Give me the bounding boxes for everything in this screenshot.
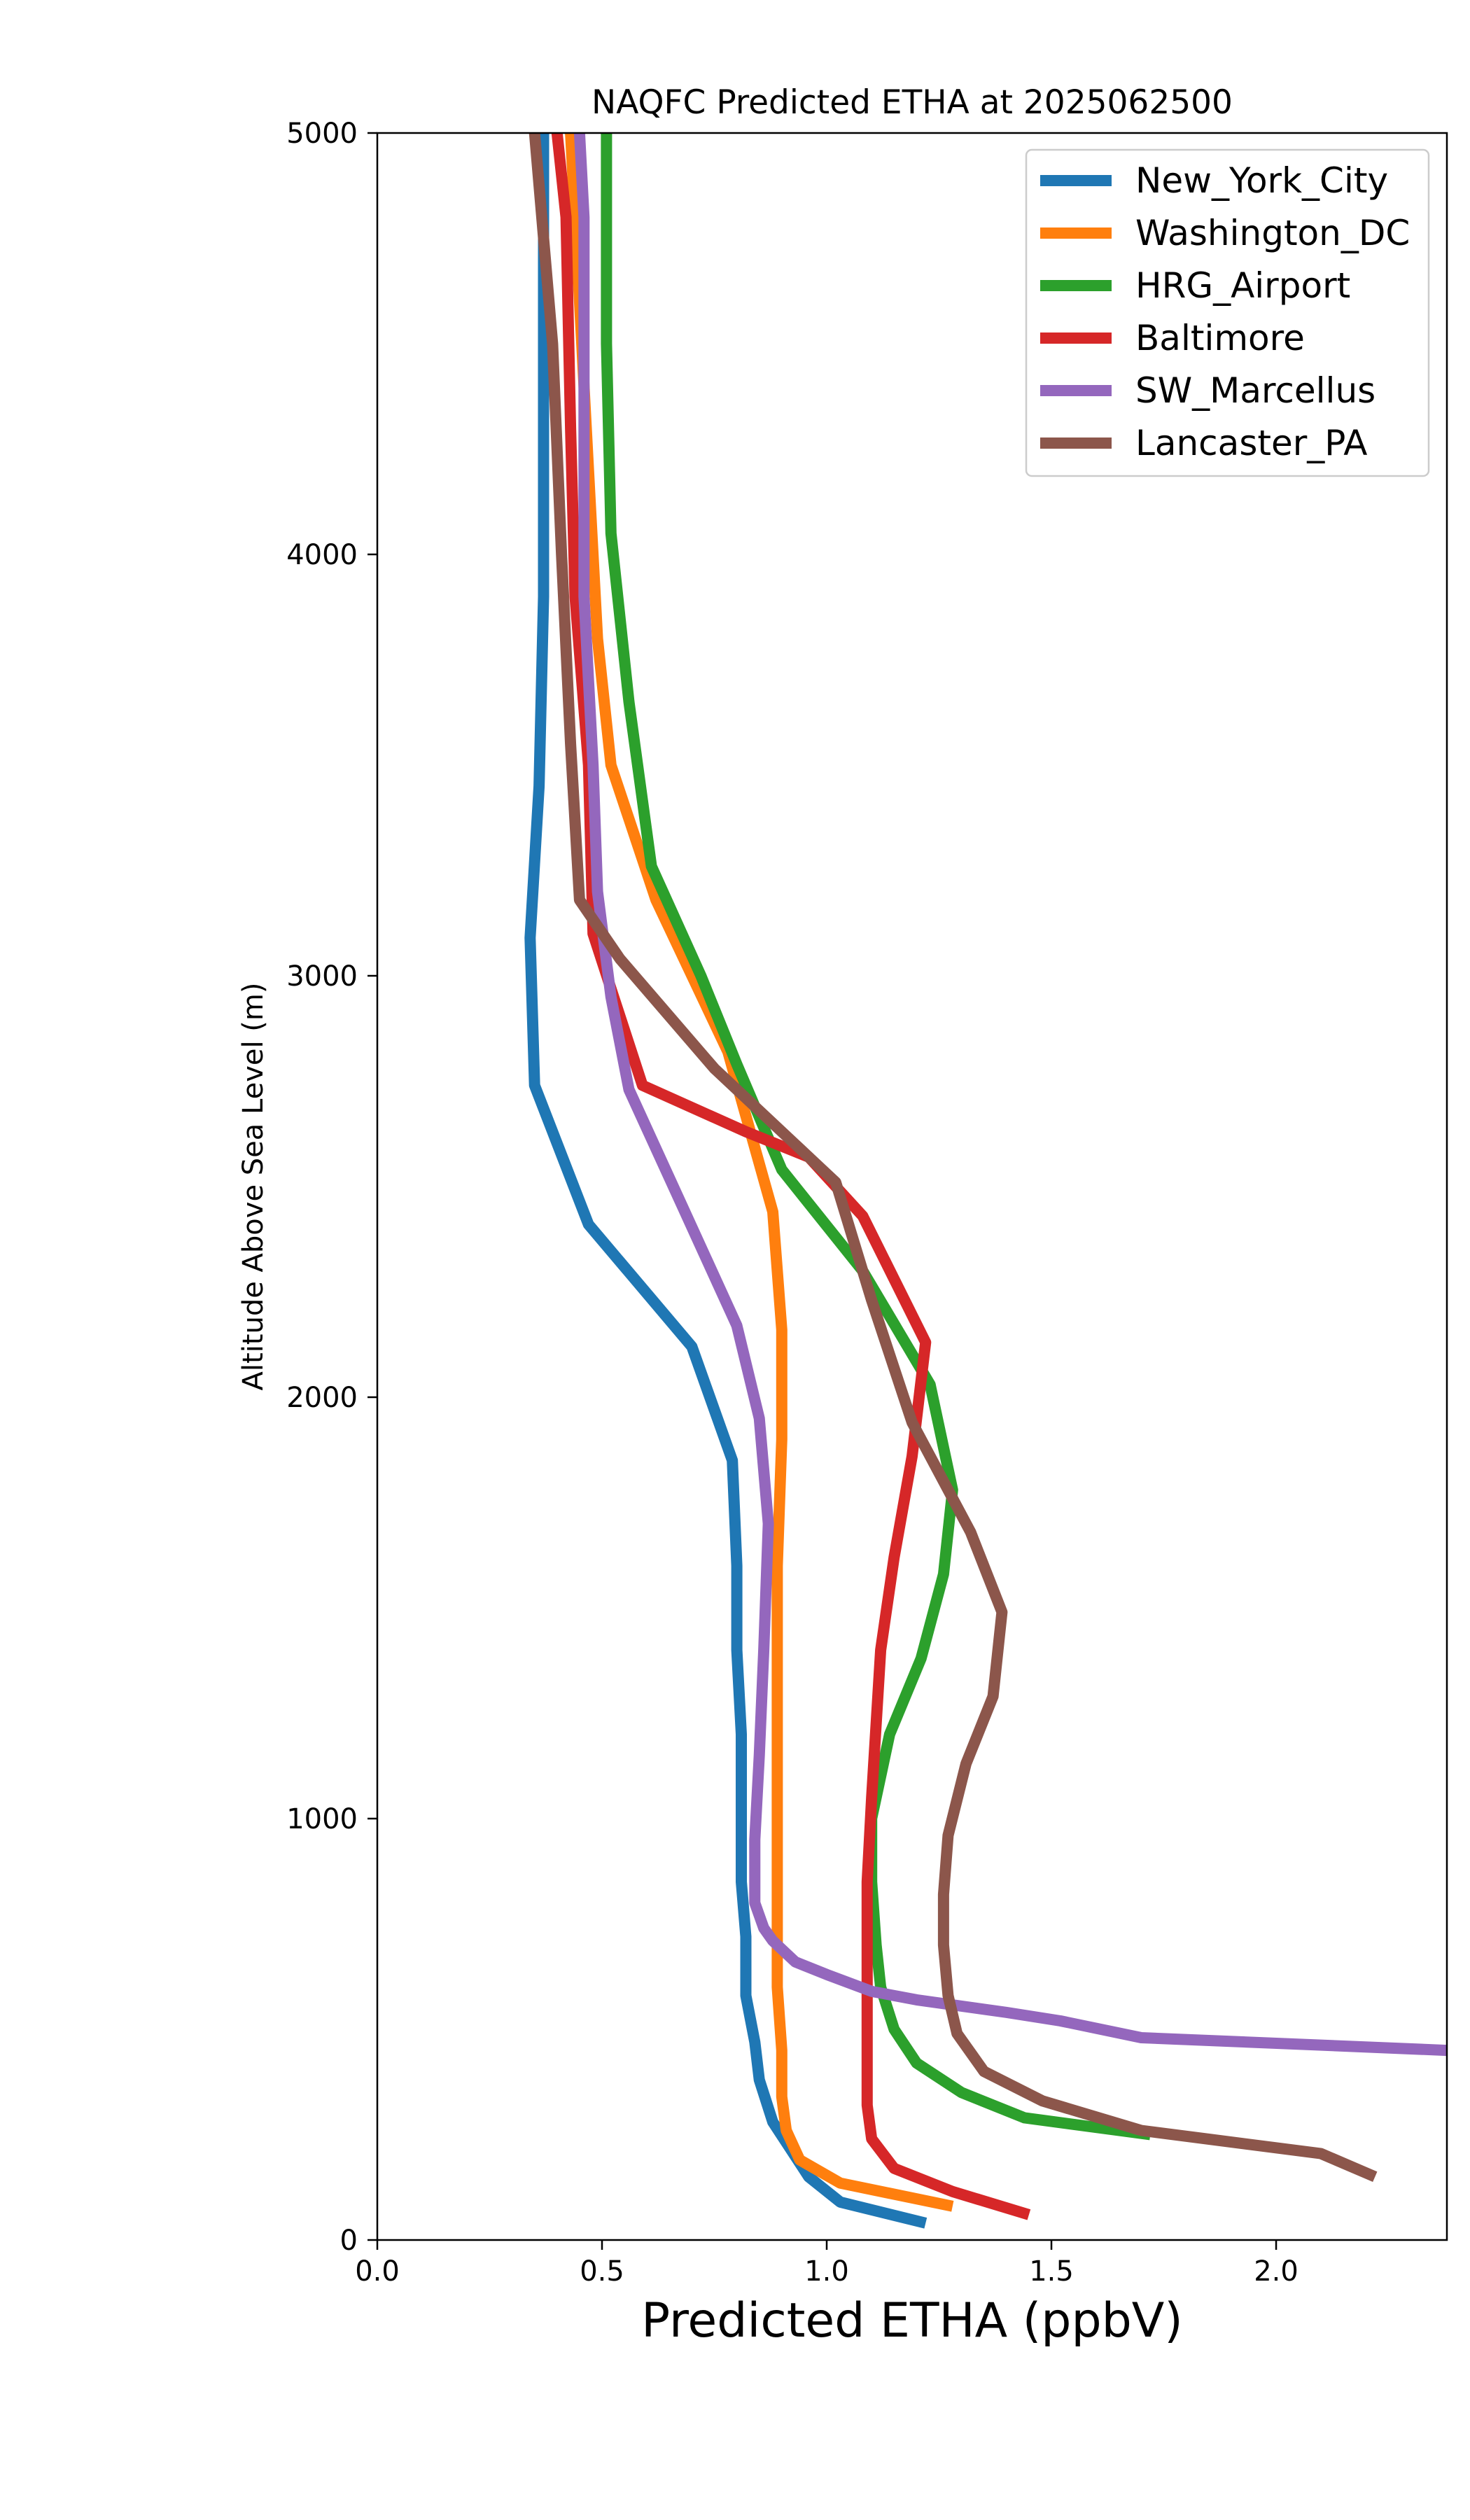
- x-tick-label: 1.5: [1029, 2255, 1074, 2288]
- x-tick-label: 2.0: [1254, 2255, 1298, 2288]
- series-line-washington-dc: [565, 133, 954, 2212]
- y-axis-ticks: 0 1000 2000 3000 4000 5000: [286, 118, 377, 2257]
- x-tick-label: 0.0: [355, 2255, 400, 2288]
- legend-label-lancaster-pa: Lancaster_PA: [1135, 423, 1367, 463]
- y-axis-label: Altitude Above Sea Level (m): [237, 983, 270, 1391]
- legend-label-washington-dc: Washington_DC: [1135, 213, 1410, 253]
- legend: New_York_City Washington_DC HRG_Airport Bal…: [1025, 148, 1430, 477]
- y-tick-label: 1000: [286, 1803, 358, 1835]
- series-line-hrg-airport: [601, 133, 1152, 2141]
- y-tick-label: 0: [340, 2225, 358, 2257]
- y-tick-label: 2000: [286, 1382, 358, 1414]
- y-tick-label: 4000: [286, 539, 358, 571]
- series-layer: [524, 133, 1447, 2229]
- x-tick-label: 0.5: [580, 2255, 624, 2288]
- legend-frame: [1025, 148, 1430, 477]
- series-line-lancaster-pa: [528, 133, 1378, 2183]
- series-line-sw-marcellus: [573, 133, 1447, 2057]
- legend-label-hrg-airport: HRG_Airport: [1135, 265, 1350, 306]
- legend-label-baltimore: Baltimore: [1135, 318, 1305, 358]
- x-axis-label: Predicted ETHA (ppbV): [641, 2293, 1183, 2348]
- series-line-new-york-city: [524, 133, 927, 2229]
- y-tick-label: 3000: [286, 960, 358, 993]
- y-tick-label: 5000: [286, 118, 358, 150]
- x-axis-ticks: 0.0 0.5 1.0 1.5 2.0: [355, 2240, 1298, 2288]
- legend-label-new-york-city: New_York_City: [1135, 160, 1388, 201]
- legend-label-sw-marcellus: SW_Marcellus: [1135, 370, 1376, 411]
- x-tick-label: 1.0: [804, 2255, 849, 2288]
- chart-title: NAQFC Predicted ETHA at 2025062500: [592, 83, 1233, 122]
- plot-frame: [376, 132, 1448, 2241]
